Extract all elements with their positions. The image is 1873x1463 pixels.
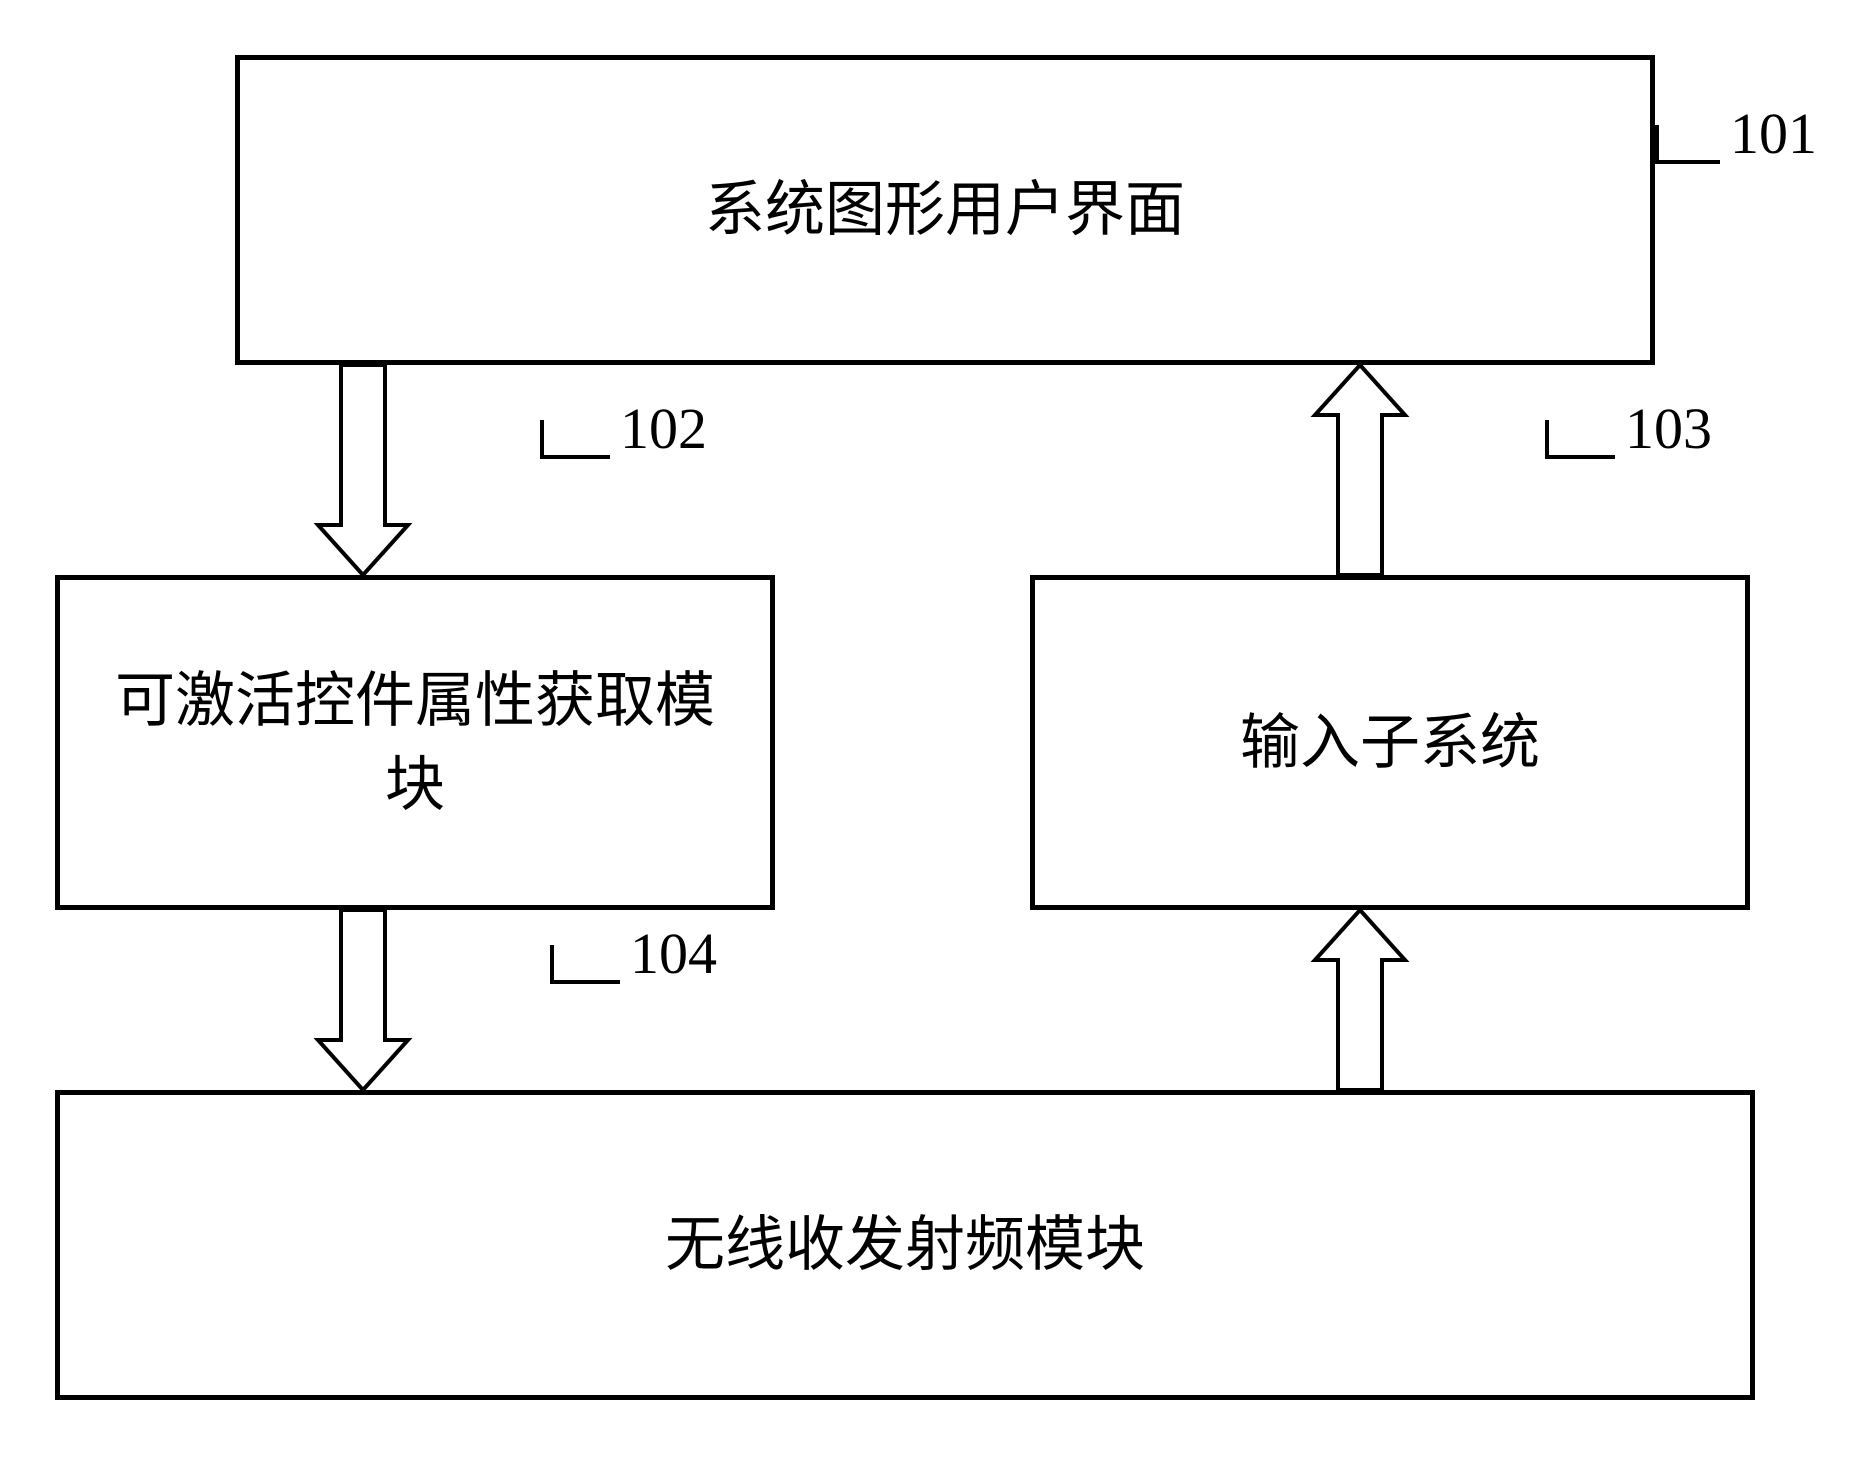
ref-101: 101 <box>1730 100 1817 167</box>
node-input-subsystem: 输入子系统 <box>1030 575 1750 910</box>
leader-hook-101 <box>1655 125 1659 160</box>
node-activatable-attr-label: 可激活控件属性获取模块 <box>60 659 770 827</box>
ref-103: 103 <box>1625 395 1712 462</box>
node-rf-module: 无线收发射频模块 <box>55 1090 1755 1400</box>
arrow-104-to-103 <box>1315 910 1405 1090</box>
ref-102: 102 <box>620 395 707 462</box>
leader-hook-102 <box>540 420 544 455</box>
node-gui-label: 系统图形用户界面 <box>705 168 1185 252</box>
leader-hook-104 <box>550 945 554 980</box>
leader-102 <box>540 455 610 459</box>
node-gui: 系统图形用户界面 <box>235 55 1655 365</box>
ref-104: 104 <box>630 920 717 987</box>
node-rf-module-label: 无线收发射频模块 <box>665 1203 1145 1287</box>
node-input-subsystem-label: 输入子系统 <box>1240 701 1540 785</box>
leader-103 <box>1545 455 1615 459</box>
leader-104 <box>550 980 620 984</box>
leader-hook-103 <box>1545 420 1549 455</box>
arrow-101-to-102 <box>318 365 408 575</box>
leader-101 <box>1655 160 1720 164</box>
arrow-102-to-104 <box>318 910 408 1090</box>
node-activatable-attr: 可激活控件属性获取模块 <box>55 575 775 910</box>
arrow-103-to-101 <box>1315 365 1405 575</box>
